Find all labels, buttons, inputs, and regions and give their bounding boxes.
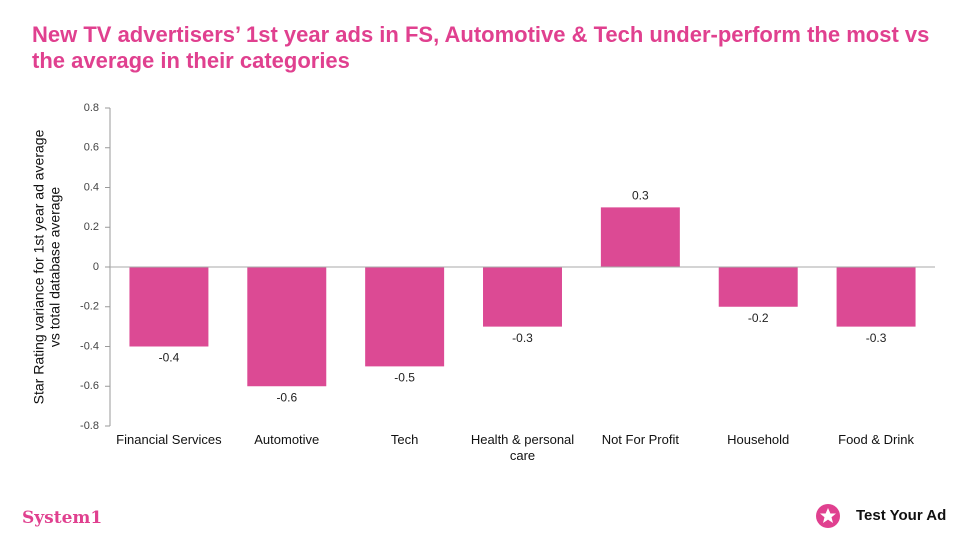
y-tick-label: -0.8 bbox=[80, 420, 99, 432]
logo-system1: System1 bbox=[22, 508, 103, 528]
value-label: 0.3 bbox=[632, 189, 649, 203]
y-tick-label: 0 bbox=[93, 261, 99, 273]
x-tick-label: Automotive bbox=[254, 432, 320, 447]
y-axis-label: vs total database average bbox=[47, 187, 63, 348]
bar bbox=[836, 267, 916, 327]
y-tick-label: 0.2 bbox=[84, 221, 99, 233]
value-label: -0.3 bbox=[866, 331, 887, 345]
y-axis-label: Star Rating variance for 1st year ad ave… bbox=[31, 129, 47, 404]
value-label: -0.5 bbox=[394, 371, 415, 385]
y-tick-label: -0.2 bbox=[80, 301, 99, 313]
bar bbox=[483, 267, 562, 327]
y-tick-label: 0.8 bbox=[84, 102, 99, 114]
bar bbox=[129, 267, 209, 347]
chart-title: New TV advertisers’ 1st year ads in FS, … bbox=[32, 22, 930, 73]
y-tick-label: 0.4 bbox=[84, 181, 99, 193]
bar bbox=[600, 207, 680, 267]
bar bbox=[365, 267, 445, 367]
y-tick-label: -0.4 bbox=[80, 340, 99, 352]
bar bbox=[718, 267, 798, 307]
bar bbox=[247, 267, 327, 387]
x-tick-label: Financial Services bbox=[116, 432, 222, 447]
x-tick-label: Health & personal care bbox=[470, 432, 575, 463]
x-tick-label: Food & Drink bbox=[838, 432, 914, 447]
value-label: -0.4 bbox=[159, 351, 180, 365]
x-tick-label: Tech bbox=[390, 432, 419, 447]
value-label: -0.3 bbox=[512, 331, 533, 345]
y-tick-label: -0.6 bbox=[80, 380, 99, 392]
y-tick-label: 0.6 bbox=[84, 142, 99, 154]
logo-test-your-ad: Test Your Ad bbox=[856, 507, 947, 524]
x-tick-label: Not For Profit bbox=[601, 432, 679, 447]
value-label: -0.2 bbox=[748, 311, 769, 325]
x-tick-label: Household bbox=[727, 432, 790, 447]
value-label: -0.6 bbox=[276, 390, 297, 404]
logo-icon bbox=[816, 504, 840, 528]
